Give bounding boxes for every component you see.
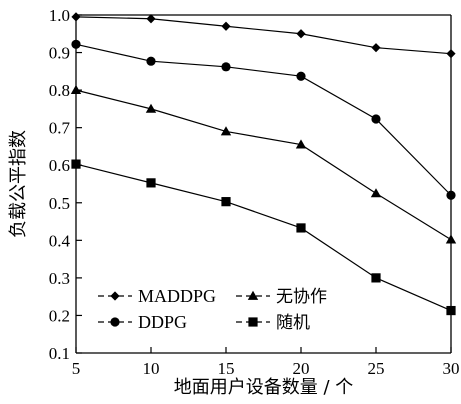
- series-line-0: [75, 16, 452, 55]
- axes: [75, 14, 452, 354]
- y-tick-label: 0.5: [49, 194, 70, 213]
- data-point: [71, 39, 81, 49]
- y-tick-label: 0.7: [49, 119, 71, 138]
- data-point: [371, 273, 381, 283]
- x-tick-label: 20: [293, 359, 310, 378]
- series-line-2: [75, 43, 452, 196]
- legend-marker: [247, 290, 259, 300]
- legend-marker: [110, 317, 120, 327]
- legend: MADDPG 无协作 DDPG 随机: [98, 286, 327, 333]
- data-point: [371, 114, 381, 124]
- data-point: [145, 103, 157, 113]
- data-point: [445, 234, 457, 244]
- y-tick-label: 0.4: [49, 231, 71, 250]
- y-tick-label: 0.1: [49, 344, 70, 363]
- data-point: [446, 49, 456, 59]
- y-tick-label: 0.2: [49, 306, 70, 325]
- legend-label: MADDPG: [138, 286, 216, 306]
- y-tick-label: 1.0: [49, 6, 70, 25]
- data-point: [71, 12, 81, 22]
- data-point: [220, 126, 232, 136]
- data-point: [295, 139, 307, 149]
- data-point: [370, 188, 382, 198]
- series-line-1: [75, 89, 452, 241]
- data-point: [371, 43, 381, 53]
- data-point: [446, 190, 456, 200]
- data-point: [70, 84, 82, 95]
- y-tick-label: 0.8: [49, 81, 70, 100]
- data-point: [221, 21, 231, 31]
- data-point: [221, 62, 231, 72]
- data-point: [296, 71, 306, 81]
- data-point: [296, 223, 306, 233]
- x-tick-label: 30: [443, 359, 460, 378]
- legend-label: 无协作: [276, 287, 327, 307]
- y-tick-label: 0.9: [49, 44, 70, 63]
- data-point: [146, 178, 156, 188]
- x-tick-label: 10: [143, 359, 160, 378]
- labels-layer: 0.1 0.2 0.3 0.4 0.5 0.6 0.7 0.8 0.9 1.0 5 10 15 20 25 3…: [8, 6, 460, 398]
- data-point: [146, 56, 156, 66]
- x-tick-label: 5: [72, 359, 81, 378]
- data-point: [296, 29, 306, 39]
- legend-label: 随机: [276, 313, 310, 333]
- data-point: [446, 305, 456, 316]
- series-layer: [70, 12, 457, 316]
- legend-marker: [110, 291, 120, 301]
- y-tick-label: 0.3: [49, 269, 70, 288]
- x-tick-label: 15: [218, 359, 235, 378]
- y-tick-label: 0.6: [49, 156, 70, 175]
- legend-marker: [248, 317, 258, 327]
- data-point: [146, 14, 156, 24]
- x-axis-title: 地面用户设备数量 / 个: [174, 377, 354, 398]
- x-tick-label: 25: [368, 359, 385, 378]
- y-axis-title: 负载公平指数: [8, 130, 29, 238]
- legend-label: DDPG: [138, 312, 187, 332]
- data-point: [71, 159, 81, 169]
- data-point: [221, 197, 231, 207]
- series-line-3: [75, 163, 452, 312]
